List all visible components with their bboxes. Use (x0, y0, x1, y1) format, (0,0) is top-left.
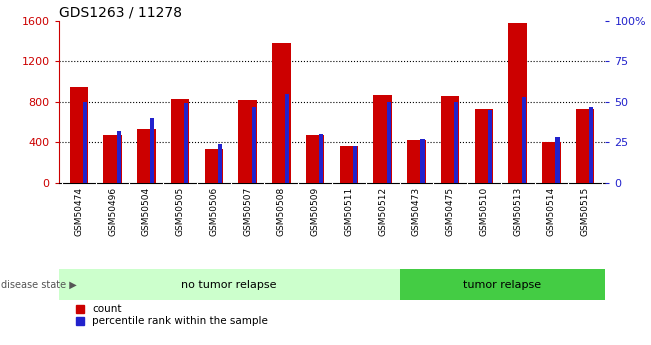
Text: no tumor relapse: no tumor relapse (182, 280, 277, 289)
Text: GSM50511: GSM50511 (344, 187, 353, 236)
Text: GSM50515: GSM50515 (581, 187, 590, 236)
Bar (319, 134, 324, 183)
Text: GSM50474: GSM50474 (74, 187, 83, 236)
Bar (117, 131, 120, 183)
Text: GSM50496: GSM50496 (108, 187, 117, 236)
Bar (340, 146, 358, 183)
Text: GSM50507: GSM50507 (243, 187, 252, 236)
Bar (285, 94, 290, 183)
Bar (454, 102, 458, 183)
Text: GSM50513: GSM50513 (513, 187, 522, 236)
Bar (542, 142, 561, 183)
Bar (576, 109, 594, 183)
Bar (83, 102, 87, 183)
Bar (218, 144, 222, 183)
Text: GSM50473: GSM50473 (412, 187, 421, 236)
Bar (555, 137, 559, 183)
Bar (150, 118, 154, 183)
Text: disease state ▶: disease state ▶ (1, 280, 76, 289)
Bar (184, 104, 188, 183)
Bar (475, 109, 493, 183)
Bar (521, 97, 526, 183)
Text: GSM50475: GSM50475 (446, 187, 454, 236)
Legend: count, percentile rank within the sample: count, percentile rank within the sample (75, 303, 270, 327)
Text: tumor relapse: tumor relapse (464, 280, 542, 289)
Bar (70, 87, 88, 183)
Text: GDS1263 / 11278: GDS1263 / 11278 (59, 6, 182, 20)
Text: GSM50505: GSM50505 (176, 187, 185, 236)
Bar (508, 23, 527, 183)
Bar (441, 96, 460, 183)
Bar (204, 149, 223, 183)
Bar (488, 110, 492, 183)
Bar (104, 135, 122, 183)
Text: GSM50514: GSM50514 (547, 187, 556, 236)
Bar (306, 135, 324, 183)
Text: GSM50504: GSM50504 (142, 187, 151, 236)
Bar (387, 102, 391, 183)
Bar (421, 139, 424, 183)
Text: GSM50512: GSM50512 (378, 187, 387, 236)
Text: GSM50508: GSM50508 (277, 187, 286, 236)
Bar (171, 99, 189, 183)
Bar (589, 107, 593, 183)
Text: GSM50510: GSM50510 (479, 187, 488, 236)
Bar (272, 43, 290, 183)
Bar (238, 100, 257, 183)
Bar (374, 95, 392, 183)
Bar (137, 129, 156, 183)
Bar (59, 269, 400, 300)
Bar (400, 269, 605, 300)
Bar (252, 107, 256, 183)
Bar (407, 140, 426, 183)
Bar (353, 146, 357, 183)
Text: GSM50506: GSM50506 (210, 187, 218, 236)
Text: GSM50509: GSM50509 (311, 187, 320, 236)
